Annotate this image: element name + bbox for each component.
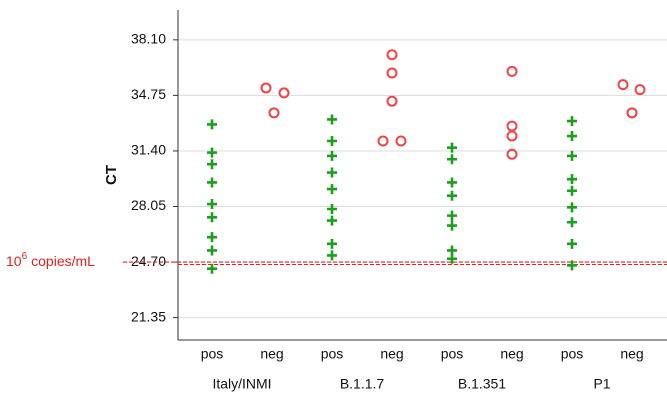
plus-marker <box>447 142 457 153</box>
plus-marker <box>447 177 457 188</box>
threshold-base: 10 <box>6 253 22 269</box>
circle-marker <box>260 82 272 94</box>
plus-marker <box>207 119 217 130</box>
plus-marker <box>207 245 217 256</box>
y-tick-label: 24.70 <box>131 253 166 269</box>
circle-marker <box>626 107 638 119</box>
plus-marker <box>567 185 577 196</box>
x-tick-label: neg <box>500 346 523 362</box>
group-label: Italy/INMI <box>212 376 271 392</box>
circle-marker <box>506 130 518 142</box>
circle-marker <box>278 87 290 99</box>
y-tick-label: 21.35 <box>131 308 166 324</box>
circle-marker <box>617 79 629 91</box>
plus-marker <box>567 131 577 142</box>
plus-marker <box>447 210 457 221</box>
plus-marker <box>207 199 217 210</box>
circle-marker <box>268 107 280 119</box>
plus-marker <box>567 217 577 228</box>
y-tick-label: 38.10 <box>131 31 166 47</box>
plus-marker <box>327 215 337 226</box>
circle-marker <box>386 49 398 61</box>
plus-marker <box>327 238 337 249</box>
plus-marker <box>447 220 457 231</box>
plus-marker <box>567 174 577 185</box>
plus-marker <box>567 116 577 127</box>
y-tick-label: 34.75 <box>131 86 166 102</box>
circle-marker <box>634 84 646 96</box>
plus-marker <box>327 136 337 147</box>
plus-marker <box>207 177 217 188</box>
x-tick-label: pos <box>561 346 584 362</box>
plus-marker <box>207 147 217 158</box>
plus-marker <box>567 150 577 161</box>
plus-marker <box>567 202 577 213</box>
group-label: P1 <box>593 376 610 392</box>
y-axis-label: CT <box>103 165 120 185</box>
circle-marker <box>377 135 389 147</box>
plus-marker <box>207 232 217 243</box>
x-tick-label: pos <box>321 346 344 362</box>
plus-marker <box>447 154 457 165</box>
x-tick-label: neg <box>620 346 643 362</box>
plus-marker <box>207 263 217 274</box>
plus-marker <box>327 150 337 161</box>
y-tick-label: 28.05 <box>131 197 166 213</box>
circle-marker <box>506 65 518 77</box>
x-tick-label: pos <box>441 346 464 362</box>
x-tick-label: neg <box>260 346 283 362</box>
plus-marker <box>207 212 217 223</box>
plus-marker <box>327 203 337 214</box>
group-label: B.1.1.7 <box>340 376 385 392</box>
circle-marker <box>506 148 518 160</box>
y-tick-label: 31.40 <box>131 142 166 158</box>
plus-marker <box>207 159 217 170</box>
plus-marker <box>327 114 337 125</box>
group-label: B.1.351 <box>458 376 506 392</box>
plus-marker <box>567 260 577 271</box>
threshold-exponent: 6 <box>22 251 28 262</box>
x-tick-label: neg <box>380 346 403 362</box>
plus-marker <box>447 253 457 264</box>
threshold-label: 106 copies/mL <box>6 251 95 269</box>
circle-marker <box>506 120 518 132</box>
circle-marker <box>386 67 398 79</box>
plus-marker <box>567 238 577 249</box>
circle-marker <box>395 135 407 147</box>
circle-marker <box>386 95 398 107</box>
x-tick-label: pos <box>201 346 224 362</box>
plus-marker <box>447 190 457 201</box>
plus-marker <box>327 167 337 178</box>
plus-marker <box>327 184 337 195</box>
plus-marker <box>327 250 337 261</box>
threshold-unit: copies/mL <box>31 253 95 269</box>
